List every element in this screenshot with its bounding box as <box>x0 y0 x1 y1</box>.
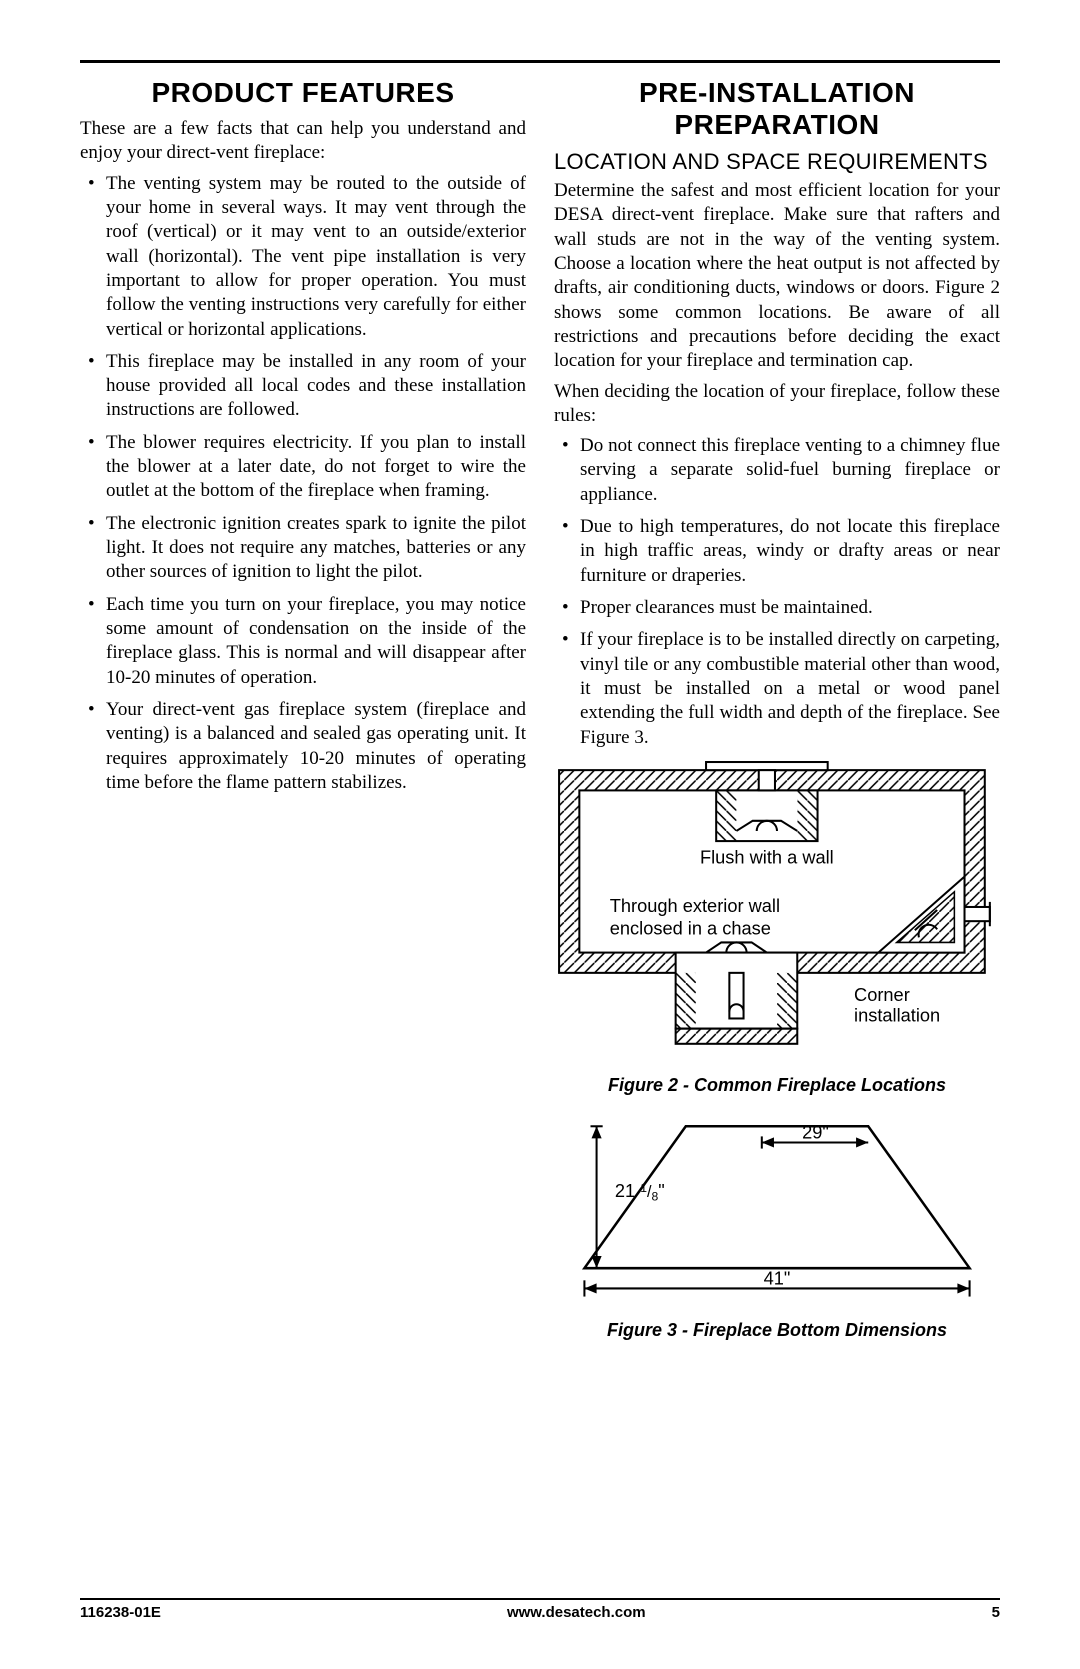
list-item: The electronic ignition creates spark to… <box>80 512 526 585</box>
list-item: Do not connect this fireplace venting to… <box>554 434 1000 507</box>
fig2-label-through1: Through exterior wall <box>610 895 780 916</box>
figure-2: Flush with a wall Corner installation <box>554 760 1000 1096</box>
list-item: Your direct-vent gas fireplace system (f… <box>80 698 526 795</box>
figure-3-caption: Figure 3 - Fireplace Bottom Dimensions <box>554 1320 1000 1341</box>
location-space-subheading: LOCATION AND SPACE REQUIREMENTS <box>554 149 1000 175</box>
preinstall-heading-line1: PRE-INSTALLATION <box>554 77 1000 109</box>
list-item: The venting system may be routed to the … <box>80 172 526 342</box>
fig3-dim-top: 29" <box>802 1121 829 1142</box>
left-column: PRODUCT FEATURES These are a few facts t… <box>80 77 526 1341</box>
list-item: If your fireplace is to be installed dir… <box>554 628 1000 750</box>
figure-2-svg: Flush with a wall Corner installation <box>554 760 1000 1064</box>
footer-page-number: 5 <box>992 1604 1000 1621</box>
right-column: PRE-INSTALLATION PREPARATION LOCATION AN… <box>554 77 1000 1341</box>
preinstall-heading-line2: PREPARATION <box>554 109 1000 141</box>
footer-url: www.desatech.com <box>161 1604 992 1621</box>
list-item: Proper clearances must be maintained. <box>554 596 1000 620</box>
fig2-label-through2: enclosed in a chase <box>610 917 771 938</box>
figure-3: 29" 21 1/8" 41" Figure 3 - Fireplace Bot… <box>554 1106 1000 1341</box>
preinstall-rules-list: Do not connect this fireplace venting to… <box>554 434 1000 750</box>
footer-doc-number: 116238-01E <box>80 1604 161 1621</box>
footer-rule <box>80 1598 1000 1600</box>
preinstall-para2: When deciding the location of your firep… <box>554 380 1000 429</box>
list-item: Each time you turn on your fireplace, yo… <box>80 593 526 690</box>
product-features-heading: PRODUCT FEATURES <box>80 77 526 109</box>
fig2-label-corner1: Corner <box>854 984 910 1005</box>
list-item: This fireplace may be installed in any r… <box>80 350 526 423</box>
figure-2-caption: Figure 2 - Common Fireplace Locations <box>554 1075 1000 1096</box>
two-column-layout: PRODUCT FEATURES These are a few facts t… <box>80 77 1000 1341</box>
fig2-label-corner2: installation <box>854 1004 940 1025</box>
fig3-dim-bottom: 41" <box>764 1267 791 1288</box>
preinstall-para1: Determine the safest and most efficient … <box>554 179 1000 374</box>
fig2-label-flush: Flush with a wall <box>700 846 834 867</box>
figure-3-svg: 29" 21 1/8" 41" <box>554 1106 1000 1309</box>
list-item: The blower requires electricity. If you … <box>80 431 526 504</box>
page-top-rule <box>80 60 1000 63</box>
fig3-dim-left: 21 1/8" <box>615 1180 665 1203</box>
product-features-list: The venting system may be routed to the … <box>80 172 526 796</box>
product-features-intro: These are a few facts that can help you … <box>80 117 526 166</box>
page-footer: 116238-01E www.desatech.com 5 <box>80 1598 1000 1621</box>
list-item: Due to high temperatures, do not locate … <box>554 515 1000 588</box>
